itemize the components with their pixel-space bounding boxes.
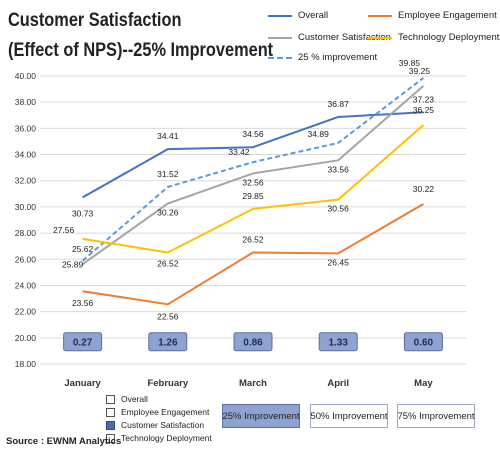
series-option-technology-deployment[interactable]: Technology Deployment — [106, 433, 212, 443]
data-label: 30.73 — [72, 208, 94, 218]
improvement-75-button[interactable]: 75% Improvement — [397, 404, 475, 428]
series-option-customer-satisfaction[interactable]: Customer Satisfaction — [106, 420, 204, 430]
data-label: 26.52 — [242, 234, 264, 244]
data-label: 34.89 — [308, 129, 330, 139]
series-checkbox-employee-engagement[interactable] — [106, 408, 115, 417]
data-label: 30.26 — [157, 208, 179, 218]
data-label: 27.56 — [53, 225, 75, 235]
y-tick-label: 18.00 — [15, 359, 37, 369]
nps-value-label: 0.60 — [414, 338, 434, 349]
data-label: 34.56 — [242, 129, 264, 139]
series-option-label: Overall — [121, 394, 148, 404]
y-tick-label: 28.00 — [15, 228, 37, 238]
data-label: 30.22 — [413, 184, 435, 194]
data-label: 29.85 — [242, 191, 264, 201]
x-tick-label: April — [327, 378, 349, 389]
data-label: 23.56 — [72, 298, 94, 308]
data-label: 25.62 — [72, 244, 94, 254]
data-label: 37.23 — [413, 94, 435, 104]
data-label: 26.52 — [157, 258, 179, 268]
series-option-label: Technology Deployment — [121, 433, 212, 443]
y-tick-label: 38.00 — [15, 97, 37, 107]
y-tick-label: 34.00 — [15, 150, 37, 160]
data-label: 36.87 — [328, 99, 350, 109]
y-tick-label: 40.00 — [15, 71, 37, 81]
data-label: 36.25 — [413, 105, 435, 115]
series-option-label: Customer Satisfaction — [121, 420, 204, 430]
y-tick-label: 30.00 — [15, 202, 37, 212]
y-tick-label: 32.00 — [15, 176, 37, 186]
y-tick-label: 22.00 — [15, 307, 37, 317]
data-label: 39.85 — [399, 58, 421, 68]
series-option-employee-engagement[interactable]: Employee Engagement — [106, 407, 209, 417]
data-label: 34.41 — [157, 131, 179, 141]
improvement-75-label: 75% Improvement — [397, 411, 474, 422]
improvement-50-button[interactable]: 50% Improvement — [310, 404, 388, 428]
series-option-label: Employee Engagement — [121, 407, 209, 417]
series-line-employee-engagement — [83, 204, 424, 304]
data-label: 26.45 — [328, 257, 350, 267]
data-label: 30.56 — [328, 204, 350, 214]
data-label: 22.56 — [157, 311, 179, 321]
x-tick-label: February — [147, 378, 188, 389]
x-tick-label: May — [414, 378, 433, 389]
data-label: 33.56 — [328, 164, 350, 174]
improvement-50-label: 50% Improvement — [310, 411, 387, 422]
x-tick-label: January — [64, 378, 101, 389]
data-label: 31.52 — [157, 169, 179, 179]
data-label: 32.56 — [242, 177, 264, 187]
series-checkbox-customer-satisfaction[interactable] — [106, 421, 115, 430]
data-label: 25.89 — [62, 260, 84, 270]
nps-value-label: 0.86 — [243, 338, 263, 349]
series-checkbox-overall[interactable] — [106, 395, 115, 404]
x-tick-label: March — [239, 378, 267, 389]
y-tick-label: 24.00 — [15, 280, 37, 290]
source-note: Source : EWNM Analytics — [6, 436, 121, 447]
nps-value-label: 1.33 — [328, 338, 348, 349]
data-label: 33.42 — [228, 147, 250, 157]
nps-value-label: 1.26 — [158, 338, 178, 349]
improvement-25-label: 25% Improvement — [222, 411, 299, 422]
chart-plot-area: 18.00 20.00 22.00 24.00 26.00 28.00 30.00 32.00… — [0, 0, 500, 400]
y-tick-label: 26.00 — [15, 254, 37, 264]
series-option-overall[interactable]: Overall — [106, 394, 148, 404]
y-tick-label: 20.00 — [15, 333, 37, 343]
y-tick-label: 36.00 — [15, 123, 37, 133]
improvement-25-button[interactable]: 25% Improvement — [222, 404, 300, 428]
nps-value-label: 0.27 — [73, 338, 93, 349]
